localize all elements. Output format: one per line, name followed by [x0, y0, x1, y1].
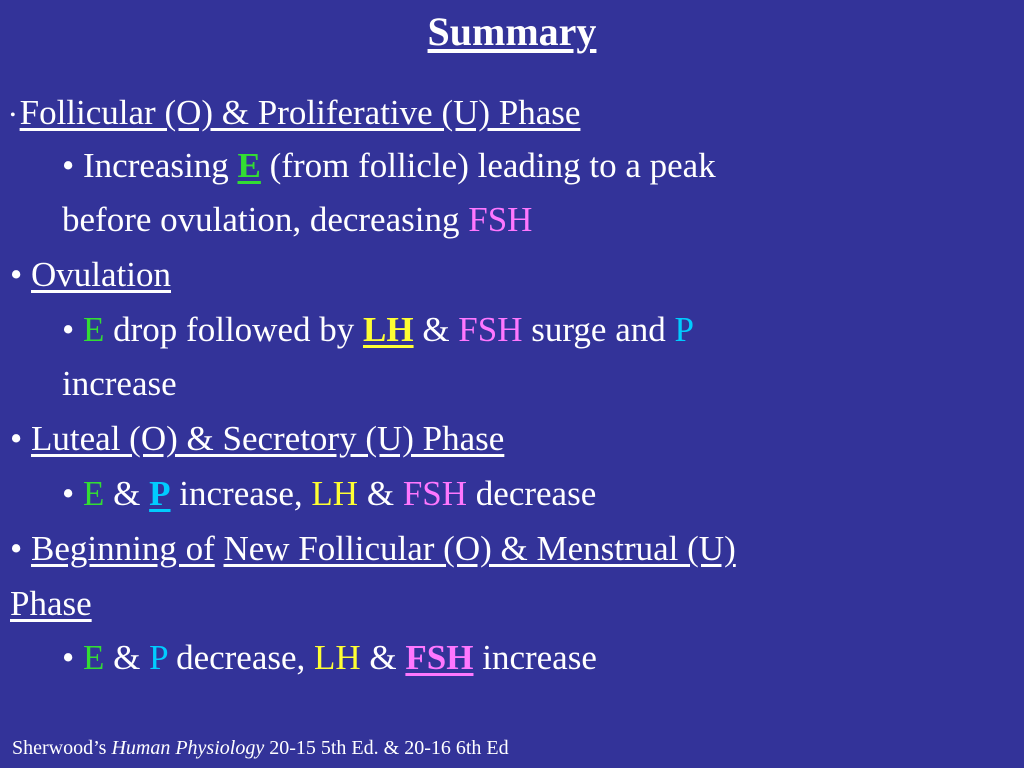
text: surge and [522, 310, 675, 349]
bullet-icon: • [62, 146, 75, 185]
slide-title: Summary [427, 9, 597, 54]
text: & [104, 638, 150, 677]
bullet-new-follicular-phase-cont: Phase [10, 584, 92, 624]
text: decrease, [167, 638, 315, 677]
sub-bullet-new-follicular: • E & P decrease, LH & FSH increase [62, 638, 597, 678]
heading-new-follicular-phase: New Follicular (O) & Menstrual (U) [223, 529, 736, 568]
text: & [358, 474, 403, 513]
citation-edition: 20-15 5th Ed. & 20-16 6th Ed [264, 737, 509, 759]
citation-footer: Sherwood’s Human Physiology 20-15 5th Ed… [12, 737, 509, 760]
heading-follicular-phase: Follicular (O) & Proliferative (U) Phase [19, 93, 581, 132]
sub-bullet-ovulation-2: increase [62, 364, 177, 404]
hormone-e: E [83, 474, 105, 513]
hormone-p: P [149, 474, 171, 513]
text: Increasing [83, 146, 238, 185]
heading-ovulation: Ovulation [31, 255, 171, 294]
heading-beginning-of: Beginning of [31, 529, 215, 568]
text: (from follicle) leading to a peak [260, 146, 716, 185]
text: & [104, 474, 150, 513]
text: increase [473, 638, 597, 677]
hormone-lh: LH [311, 474, 359, 513]
text: before ovulation, decreasing [62, 200, 469, 239]
hormone-p: P [149, 638, 168, 677]
bullet-icon: • [62, 638, 75, 677]
hormone-fsh: FSH [402, 474, 468, 513]
bullet-new-follicular-phase: • Beginning of New Follicular (O) & Mens… [10, 529, 736, 569]
hormone-p: P [674, 310, 694, 349]
citation-book-title: Human Physiology [111, 737, 265, 759]
bullet-icon: • [10, 255, 23, 294]
bullet-follicular-phase: • Follicular (O) & Proliferative (U) Phas… [10, 93, 580, 136]
sub-bullet-luteal: • E & P increase, LH & FSH decrease [62, 474, 596, 514]
hormone-lh: LH [362, 310, 414, 349]
bullet-icon: • [10, 419, 23, 458]
sub-bullet-follicular-1: • Increasing E (from follicle) leading t… [62, 146, 716, 186]
text: decrease [467, 474, 597, 513]
text: & [360, 638, 406, 677]
hormone-fsh: FSH [405, 638, 474, 677]
bullet-icon: • [10, 106, 16, 124]
text: increase, [170, 474, 312, 513]
bullet-icon: • [62, 310, 75, 349]
citation-author: Sherwood’s [12, 737, 112, 759]
hormone-e: E [237, 146, 261, 185]
text: & [413, 310, 459, 349]
bullet-icon: • [10, 529, 23, 568]
hormone-fsh: FSH [458, 310, 523, 349]
sub-bullet-follicular-2: before ovulation, decreasing FSH [62, 200, 532, 240]
bullet-luteal-phase: • Luteal (O) & Secretory (U) Phase [10, 419, 504, 459]
text: drop followed by [104, 310, 363, 349]
sub-bullet-ovulation-1: • E drop followed by LH & FSH surge and … [62, 310, 694, 350]
hormone-e: E [83, 310, 105, 349]
heading-luteal-phase: Luteal (O) & Secretory (U) Phase [31, 419, 505, 458]
hormone-fsh: FSH [468, 200, 533, 239]
hormone-e: E [83, 638, 105, 677]
hormone-lh: LH [314, 638, 361, 677]
text: increase [62, 364, 177, 403]
heading-phase: Phase [10, 584, 92, 623]
bullet-icon: • [62, 474, 75, 513]
bullet-ovulation: • Ovulation [10, 255, 171, 295]
